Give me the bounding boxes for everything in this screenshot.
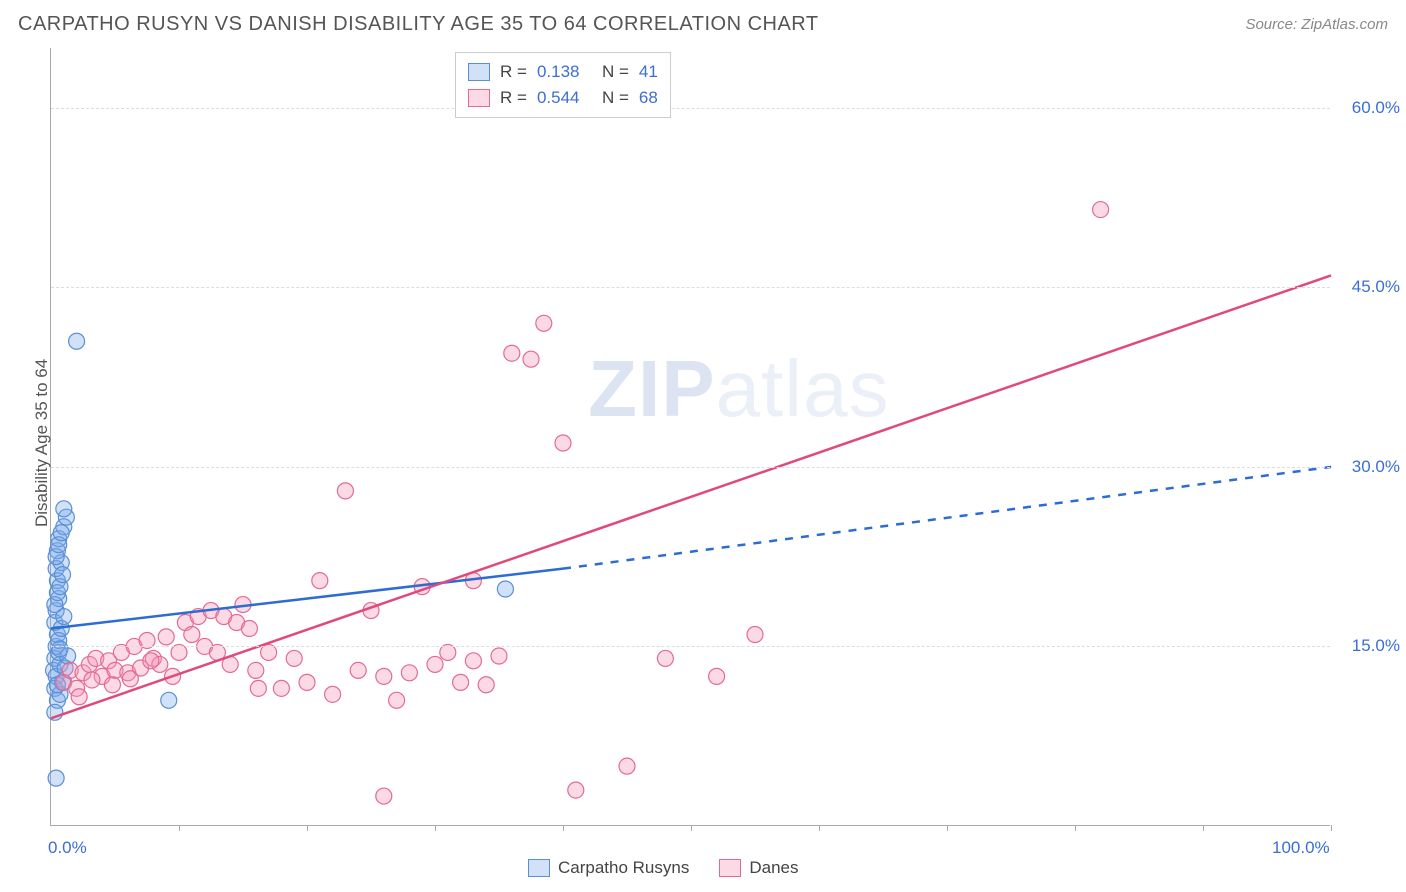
legend-n-label: N =: [602, 88, 629, 108]
y-axis-title: Disability Age 35 to 64: [32, 359, 52, 527]
series-legend-item: Carpatho Rusyns: [528, 858, 689, 878]
legend-swatch: [719, 859, 741, 877]
scatter-point: [250, 680, 266, 696]
scatter-point: [491, 648, 507, 664]
x-tick: [1203, 825, 1204, 831]
scatter-point: [69, 333, 85, 349]
scatter-point: [337, 483, 353, 499]
scatter-point: [401, 665, 417, 681]
scatter-point: [248, 662, 264, 678]
scatter-point: [465, 653, 481, 669]
legend-r-label: R =: [500, 62, 527, 82]
scatter-point: [504, 345, 520, 361]
gridline: [51, 108, 1330, 109]
scatter-point: [122, 671, 138, 687]
x-tick: [1075, 825, 1076, 831]
scatter-point: [55, 567, 71, 583]
scatter-point: [1093, 202, 1109, 218]
scatter-point: [53, 525, 69, 541]
x-tick: [435, 825, 436, 831]
scatter-point: [523, 351, 539, 367]
correlation-legend: R = 0.138 N = 41 R = 0.544 N = 68: [455, 52, 671, 118]
legend-row: R = 0.138 N = 41: [468, 59, 658, 85]
source-attribution: Source: ZipAtlas.com: [1245, 16, 1388, 33]
legend-swatch: [468, 63, 490, 81]
trend-line: [51, 569, 563, 629]
chart-svg: [51, 48, 1331, 826]
legend-r-label: R =: [500, 88, 527, 108]
x-tick: [947, 825, 948, 831]
scatter-point: [312, 573, 328, 589]
trend-line: [51, 275, 1331, 718]
scatter-point: [184, 626, 200, 642]
scatter-point: [453, 674, 469, 690]
legend-n-label: N =: [602, 62, 629, 82]
legend-n-value: 41: [639, 62, 658, 82]
scatter-point: [657, 650, 673, 666]
scatter-point: [478, 677, 494, 693]
scatter-point: [52, 641, 68, 657]
chart-title: CARPATHO RUSYN VS DANISH DISABILITY AGE …: [18, 13, 819, 36]
scatter-point: [84, 672, 100, 688]
series-name: Carpatho Rusyns: [558, 858, 689, 878]
legend-n-value: 68: [639, 88, 658, 108]
series-legend: Carpatho Rusyns Danes: [528, 858, 798, 878]
scatter-point: [71, 689, 87, 705]
chart-header: CARPATHO RUSYN VS DANISH DISABILITY AGE …: [0, 0, 1406, 40]
scatter-point: [709, 668, 725, 684]
scatter-point: [497, 581, 513, 597]
scatter-point: [376, 668, 392, 684]
y-tick-label: 60.0%: [1340, 98, 1400, 118]
legend-swatch: [468, 89, 490, 107]
legend-r-value: 0.544: [537, 88, 592, 108]
scatter-point: [143, 653, 159, 669]
scatter-point: [350, 662, 366, 678]
x-tick: [1331, 825, 1332, 831]
series-legend-item: Danes: [719, 858, 798, 878]
plot-area: ZIPatlas 15.0%30.0%45.0%60.0%: [50, 48, 1330, 826]
x-tick: [179, 825, 180, 831]
legend-r-value: 0.138: [537, 62, 592, 82]
scatter-point: [619, 758, 635, 774]
gridline: [51, 646, 1330, 647]
scatter-point: [555, 435, 571, 451]
trend-line-dashed: [563, 467, 1331, 569]
scatter-point: [241, 621, 257, 637]
scatter-point: [389, 692, 405, 708]
x-tick: [691, 825, 692, 831]
scatter-point: [299, 674, 315, 690]
x-axis-min-label: 0.0%: [48, 838, 87, 858]
scatter-point: [376, 788, 392, 804]
scatter-point: [273, 680, 289, 696]
scatter-point: [48, 770, 64, 786]
gridline: [51, 287, 1330, 288]
scatter-point: [536, 315, 552, 331]
y-tick-label: 15.0%: [1340, 636, 1400, 656]
scatter-point: [286, 650, 302, 666]
scatter-point: [161, 692, 177, 708]
x-axis-max-label: 100.0%: [1272, 838, 1330, 858]
y-tick-label: 30.0%: [1340, 457, 1400, 477]
scatter-point: [427, 656, 443, 672]
scatter-point: [104, 677, 120, 693]
x-tick: [307, 825, 308, 831]
x-tick: [563, 825, 564, 831]
gridline: [51, 467, 1330, 468]
y-tick-label: 45.0%: [1340, 277, 1400, 297]
series-name: Danes: [749, 858, 798, 878]
scatter-point: [158, 629, 174, 645]
scatter-point: [747, 626, 763, 642]
legend-swatch: [528, 859, 550, 877]
scatter-point: [325, 686, 341, 702]
legend-row: R = 0.544 N = 68: [468, 85, 658, 111]
x-tick: [819, 825, 820, 831]
scatter-point: [568, 782, 584, 798]
scatter-point: [56, 501, 72, 517]
